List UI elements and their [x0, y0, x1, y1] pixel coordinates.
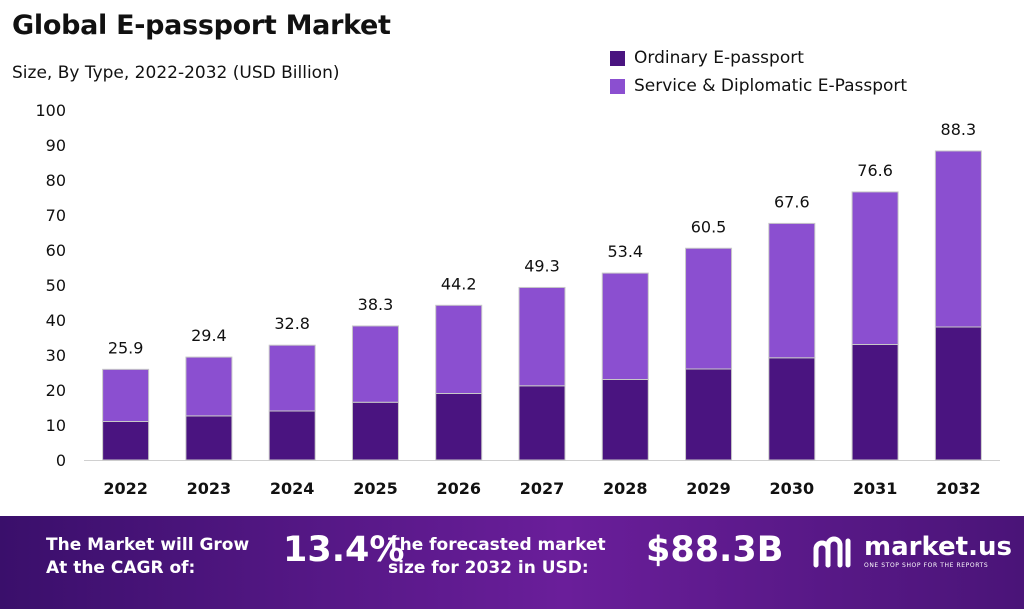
x-tick-label: 2024 — [270, 479, 315, 498]
bar-ordinary — [601, 379, 649, 461]
forecast-amount: $88.3B — [646, 530, 784, 570]
y-tick-label: 90 — [46, 136, 66, 155]
forecast-caption-line1: The forecasted market — [388, 535, 606, 555]
cagr-caption-line2: At the CAGR of: — [46, 558, 196, 578]
bar-ordinary — [518, 385, 566, 461]
cagr-caption-line1: The Market will Grow — [46, 535, 250, 555]
y-tick-label: 0 — [56, 451, 66, 470]
bar-diplomatic — [185, 356, 233, 417]
legend-item-diplomatic: Service & Diplomatic E-Passport — [610, 72, 907, 100]
y-tick-label: 10 — [46, 416, 66, 435]
bar-total-label: 38.3 — [358, 295, 394, 314]
bar-ordinary — [351, 401, 399, 461]
bar-total-label: 29.4 — [191, 326, 227, 345]
summary-banner: The Market will Grow At the CAGR of: 13.… — [0, 516, 1024, 609]
x-tick-label: 2031 — [853, 479, 898, 498]
bar-diplomatic — [435, 304, 483, 394]
y-tick-label: 40 — [46, 311, 66, 330]
legend: Ordinary E-passport Service & Diplomatic… — [610, 44, 907, 100]
cagr-caption: The Market will Grow At the CAGR of: — [46, 534, 249, 580]
y-tick-label: 80 — [46, 171, 66, 190]
x-tick-label: 2029 — [686, 479, 731, 498]
cagr-value: 13.4% — [283, 530, 405, 570]
chart-subtitle: Size, By Type, 2022-2032 (USD Billion) — [12, 63, 340, 83]
bar-ordinary — [268, 410, 316, 461]
x-tick-label: 2026 — [436, 479, 481, 498]
bar-ordinary — [768, 357, 816, 461]
bar-total-label: 60.5 — [691, 217, 727, 236]
y-tick-label: 20 — [46, 381, 66, 400]
bar-diplomatic — [268, 344, 316, 412]
bar-total-label: 32.8 — [274, 314, 310, 333]
bar-total-label: 44.2 — [441, 274, 477, 293]
bar-diplomatic — [851, 191, 899, 345]
bar-diplomatic — [768, 222, 816, 359]
legend-item-ordinary: Ordinary E-passport — [610, 44, 907, 72]
chart-title: Global E-passport Market — [12, 10, 391, 41]
x-tick-label: 2032 — [936, 479, 981, 498]
bar-ordinary — [185, 415, 233, 461]
x-tick-label: 2027 — [520, 479, 565, 498]
stacked-bar-chart: 010203040506070809010025.9202229.4202332… — [35, 101, 1000, 498]
legend-swatch-ordinary — [610, 50, 625, 66]
x-tick-label: 2025 — [353, 479, 398, 498]
bar-total-label: 25.9 — [108, 338, 144, 357]
y-tick-label: 100 — [35, 101, 66, 120]
bar-ordinary — [102, 421, 150, 461]
y-tick-label: 50 — [46, 276, 66, 295]
bar-total-label: 67.6 — [774, 192, 810, 211]
y-tick-label: 60 — [46, 241, 66, 260]
bar-diplomatic — [934, 150, 982, 328]
bar-total-label: 76.6 — [857, 161, 893, 180]
x-tick-label: 2022 — [103, 479, 148, 498]
bar-total-label: 88.3 — [941, 120, 977, 139]
brand-logo: market.us ONE STOP SHOP FOR THE REPORTS — [812, 534, 1012, 569]
legend-label-ordinary: Ordinary E-passport — [634, 48, 804, 68]
brand-name: market.us — [864, 532, 1012, 562]
forecast-caption: The forecasted market size for 2032 in U… — [388, 534, 606, 580]
brand-tagline: ONE STOP SHOP FOR THE REPORTS — [864, 562, 989, 569]
x-tick-label: 2028 — [603, 479, 648, 498]
bar-diplomatic — [601, 272, 649, 381]
bar-total-label: 53.4 — [607, 242, 643, 261]
y-tick-label: 30 — [46, 346, 66, 365]
bar-ordinary — [934, 326, 982, 461]
y-tick-label: 70 — [46, 206, 66, 225]
bar-ordinary — [851, 344, 899, 461]
legend-label-diplomatic: Service & Diplomatic E-Passport — [634, 76, 908, 96]
bar-diplomatic — [518, 286, 566, 387]
x-tick-label: 2030 — [770, 479, 815, 498]
x-tick-label: 2023 — [187, 479, 232, 498]
legend-swatch-diplomatic — [610, 78, 625, 94]
bar-ordinary — [685, 368, 733, 461]
forecast-caption-line2: size for 2032 in USD: — [388, 558, 589, 578]
bar-total-label: 49.3 — [524, 256, 560, 275]
market-us-logo-icon — [813, 536, 851, 567]
bar-diplomatic — [351, 325, 399, 403]
bar-diplomatic — [685, 247, 733, 370]
bar-ordinary — [435, 393, 483, 461]
bar-diplomatic — [102, 368, 150, 423]
